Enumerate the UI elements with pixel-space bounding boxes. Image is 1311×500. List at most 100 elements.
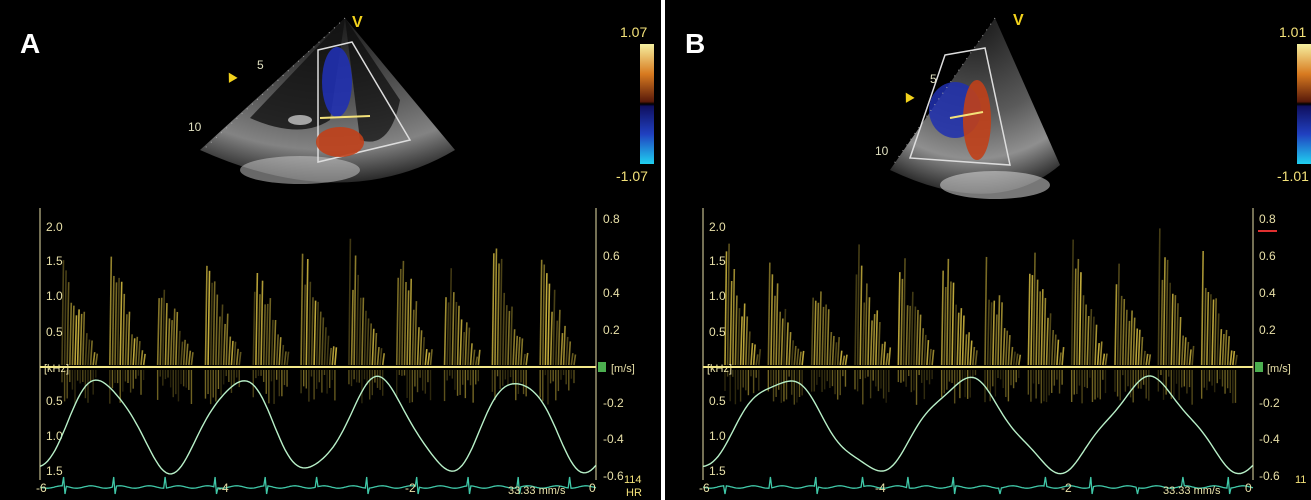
panel-divider (661, 0, 665, 500)
spectral-streak (406, 290, 410, 366)
spectral-streak (1053, 334, 1057, 366)
spectral-streak (395, 277, 400, 366)
spectral-streak (1035, 279, 1039, 366)
spectral-streak (969, 340, 973, 366)
spectral-streak (816, 302, 820, 366)
spectral-streak (427, 352, 431, 366)
spectral-streak (95, 353, 99, 366)
spectral-streak (424, 348, 428, 366)
color-scale-min: -1.01 (1277, 168, 1309, 184)
spectral-streak (745, 316, 749, 366)
spectral-streak (905, 305, 909, 366)
spectral-streak (1221, 333, 1225, 366)
spectral-streak (755, 354, 759, 366)
depth-label-5: 5 (930, 72, 937, 86)
khz-axis: 2.0 1.5 1.0 0.5 0.5 1.0 1.5 [kHz] (44, 220, 69, 478)
spectral-streak (507, 310, 511, 366)
spectral-streak (190, 352, 194, 366)
spectral-streak (122, 293, 126, 366)
spectral-streak (732, 268, 736, 366)
spectral-streak (491, 253, 495, 366)
spectral-streak (1216, 313, 1220, 366)
spectral-streak (1203, 287, 1207, 366)
spectral-streak (966, 332, 970, 366)
spectral-streak (1124, 309, 1128, 366)
spectral-streak (1167, 282, 1172, 366)
doppler-spectrum: 2.0 1.5 1.0 0.5 0.5 1.0 1.5 [kHz] 0.8 0.… (699, 208, 1291, 497)
spectral-streak (560, 332, 564, 366)
spectral-streak (1232, 350, 1236, 366)
spectral-streak (793, 345, 797, 366)
spectral-streak (882, 341, 886, 366)
spectral-streak (509, 306, 513, 366)
spectral-streak (836, 337, 840, 366)
spectral-streak (408, 278, 413, 366)
spectral-streak (268, 298, 272, 366)
spectral-streak (182, 339, 186, 366)
spectral-streak (446, 302, 450, 366)
spectral-streak (124, 314, 128, 366)
spectral-streak (82, 311, 86, 366)
spectral-streak (1219, 329, 1223, 366)
spectral-streak (114, 282, 118, 366)
ms-axis: 0.8 0.6 0.4 0.2 -0.2 -0.4 -0.6 [m/s] (598, 212, 635, 483)
spectral-streak (931, 349, 935, 366)
spectral-streak (175, 311, 179, 366)
spectral-streak (1010, 346, 1014, 366)
time-tick: -2 (405, 481, 416, 495)
spectral-streak (565, 336, 569, 366)
spectral-streak (398, 268, 402, 366)
ms-tick: -0.6 (1259, 469, 1280, 483)
spectral-streak (257, 294, 261, 366)
spectral-streak (525, 352, 529, 366)
spectral-streak (739, 316, 743, 366)
spectral-streak (177, 330, 181, 366)
spectral-streak (910, 291, 914, 366)
spectral-streak (726, 243, 730, 366)
spectral-streak (961, 315, 965, 366)
spectral-streak (1012, 351, 1016, 366)
spectral-streak (801, 350, 805, 366)
spectral-streak (305, 259, 309, 366)
spectral-streak (273, 319, 277, 366)
khz-tick: 0.5 (709, 325, 726, 339)
spectral-streak (959, 308, 963, 366)
ms-unit: [m/s] (1267, 363, 1291, 375)
khz-tick: 1.5 (46, 254, 63, 268)
spectral-streak (923, 334, 927, 366)
spectral-streak (1145, 353, 1149, 366)
spectral-streak (875, 310, 879, 366)
spectral-streak (374, 332, 378, 366)
khz-tick: 0.5 (46, 325, 63, 339)
spectral-streak (162, 289, 166, 366)
spectral-streak (1119, 295, 1123, 366)
spectral-streak (504, 305, 508, 366)
spectral-streak (829, 331, 833, 366)
spectral-streak (286, 351, 290, 366)
spectral-streak (567, 341, 572, 366)
spectral-streak (522, 353, 526, 366)
spectral-streak (334, 347, 338, 366)
spectral-streak (798, 351, 802, 366)
spectral-streak (549, 311, 553, 366)
spectral-streak (421, 337, 426, 366)
spectral-streak (401, 260, 405, 366)
spectral-streak (818, 291, 822, 366)
spectral-streak (1211, 299, 1215, 366)
color-scale-min: -1.07 (616, 168, 648, 184)
spectral-streak (1135, 328, 1139, 366)
spectral-streak (742, 303, 746, 366)
spectral-streak (552, 289, 556, 366)
ms-tick: -0.4 (1259, 432, 1280, 446)
ms-tick: -0.2 (1259, 396, 1280, 410)
velocity-trace (702, 375, 1254, 475)
spectral-streak (1116, 263, 1120, 366)
spectral-streak (209, 282, 213, 366)
spectral-streak (381, 353, 386, 366)
spectral-streak (1104, 353, 1108, 366)
khz-tick: 1.5 (46, 464, 63, 478)
spectral-streak (119, 281, 123, 366)
flow-blue-region (322, 47, 352, 117)
spectral-streak (326, 335, 330, 366)
spectral-streak (1027, 273, 1031, 366)
